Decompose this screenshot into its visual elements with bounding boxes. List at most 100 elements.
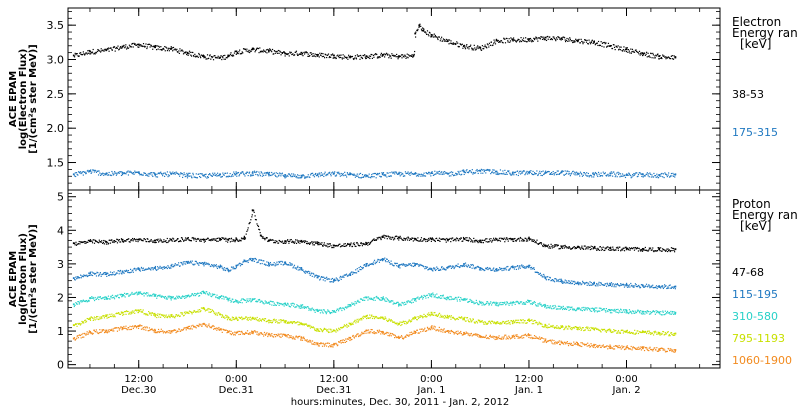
data-point [601,45,603,47]
data-point [209,293,211,295]
data-point [456,298,458,300]
data-point [406,239,409,241]
data-point [521,172,524,174]
data-point [661,314,663,316]
data-point [549,277,551,279]
data-point [324,171,326,173]
data-point [544,246,546,248]
data-point [112,46,114,49]
data-point [555,173,558,176]
data-point [108,298,111,300]
data-point [498,269,500,271]
data-point [501,238,503,240]
data-point [487,169,489,171]
data-point [460,265,462,267]
data-point [136,294,138,296]
data-point [670,172,673,175]
data-point [293,175,296,177]
data-point [609,312,612,314]
data-point [181,263,183,265]
data-point [90,274,92,276]
data-point [542,245,544,248]
data-marker [625,283,628,286]
data-point [587,43,590,45]
data-point [93,272,95,274]
data-point [404,301,406,304]
data-point [565,39,567,42]
data-point [483,46,485,48]
data-point [604,172,606,174]
data-point [622,49,625,51]
data-point [211,295,213,298]
data-point [297,177,300,179]
data-point [158,295,161,297]
data-point [648,55,650,58]
data-point [506,37,508,40]
data-point [669,176,671,178]
data-point [623,309,625,311]
data-point [283,51,285,53]
data-point [392,236,394,238]
data-point [116,238,118,240]
data-point [516,239,518,241]
data-point [138,293,140,295]
data-point [397,301,399,303]
data-point [433,296,435,298]
data-point [193,55,195,58]
data-point [552,170,554,173]
data-point [437,268,439,270]
data-point [566,247,568,249]
data-point [622,249,624,251]
data-point [203,57,205,59]
data-point [144,293,147,295]
data-point [511,238,513,240]
data-point [544,39,546,41]
data-point [440,295,442,297]
data-marker [398,303,400,306]
data-point [628,247,631,249]
data-point [596,174,598,176]
data-point [505,172,507,174]
data-marker [641,310,644,313]
data-point [377,259,380,261]
data-point [254,171,256,174]
data-point [597,44,599,47]
data-point [355,174,357,176]
data-point [630,52,632,54]
data-point [190,54,192,56]
data-point [439,173,441,175]
data-point [293,54,295,57]
data-point [77,243,80,245]
data-point [602,309,604,311]
data-point [86,52,88,54]
data-point [454,42,456,45]
data-point [306,306,308,308]
data-point [632,175,634,177]
data-point [111,294,114,296]
data-point [124,172,126,175]
data-point [549,247,551,249]
data-point [265,171,267,174]
data-point [624,246,626,248]
data-point [435,237,437,240]
data-point [296,174,299,176]
data-point [384,56,386,58]
data-point [372,54,375,57]
data-point [338,173,340,175]
data-point [278,240,281,242]
data-point [500,173,502,175]
data-point [669,175,672,177]
data-point [353,272,355,274]
data-point [443,238,445,241]
data-point [625,312,627,314]
data-point [359,268,361,271]
data-point [102,49,104,51]
data-marker [446,296,449,299]
data-point [607,310,609,313]
data-point [205,293,207,295]
data-point [656,175,658,177]
data-point [637,247,639,249]
data-point [369,297,371,299]
data-point [469,169,471,172]
data-point [406,302,408,304]
